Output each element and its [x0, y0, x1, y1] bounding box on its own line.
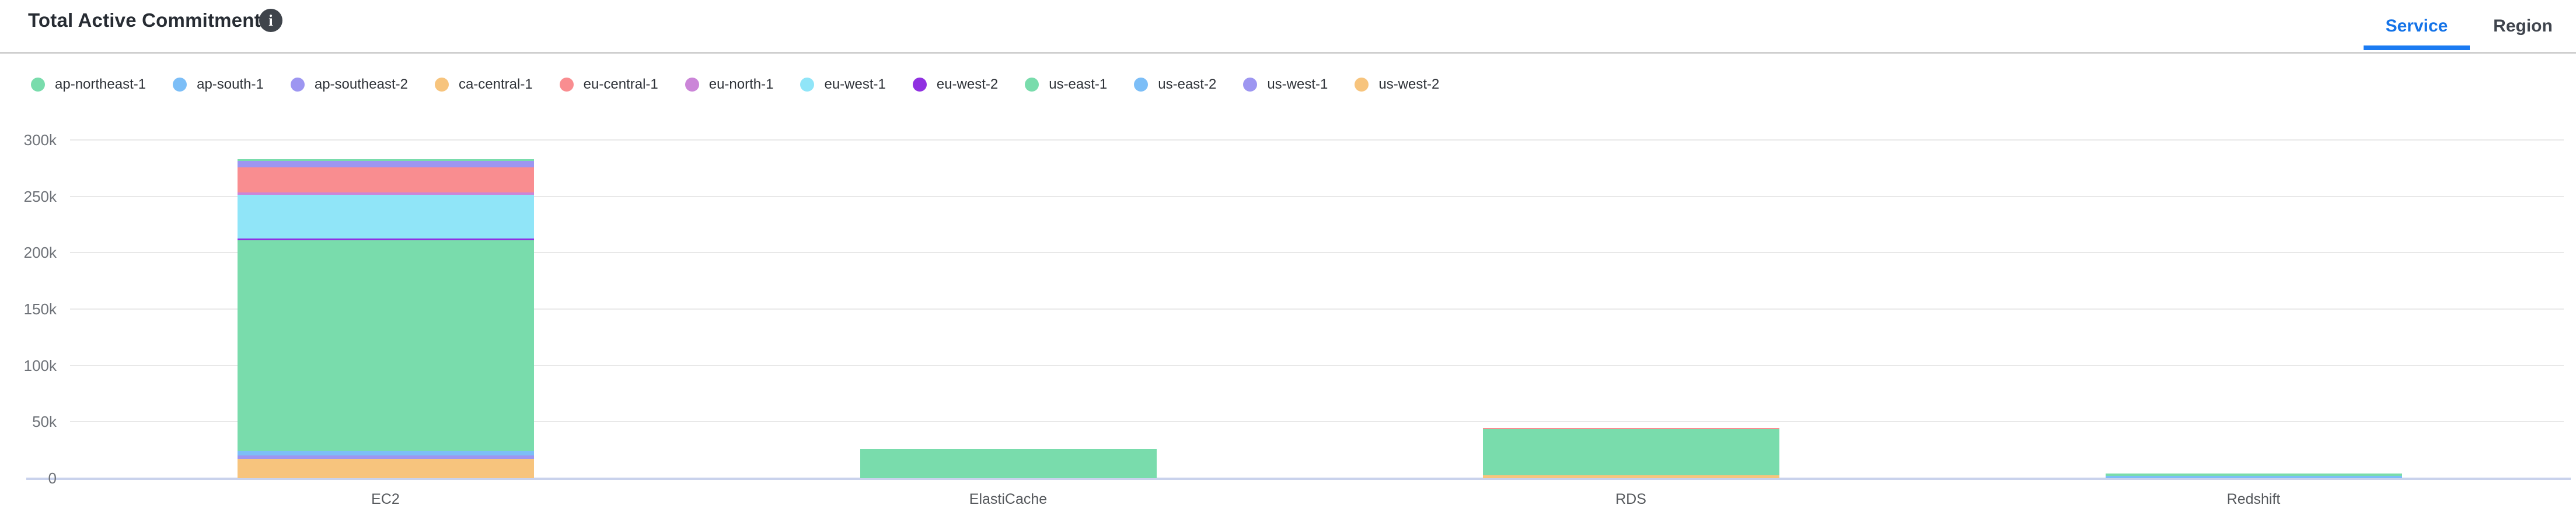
legend-label: eu-central-1	[583, 76, 658, 92]
legend-item-us-west-1[interactable]: us-west-1	[1243, 76, 1328, 93]
legend-dot-icon	[800, 78, 815, 92]
legend-dot-icon	[290, 78, 305, 92]
legend-label: us-west-2	[1378, 76, 1440, 92]
bar-segment-EC2-us-east-1[interactable]	[237, 240, 534, 451]
legend-dot-icon	[1355, 78, 1369, 92]
legend-item-us-east-2[interactable]: us-east-2	[1134, 76, 1216, 93]
gridline-250k	[70, 195, 2564, 197]
legend-item-ap-southeast-2[interactable]: ap-southeast-2	[290, 76, 408, 93]
legend-item-ca-central-1[interactable]: ca-central-1	[434, 76, 533, 93]
legend-dot-icon	[31, 78, 45, 92]
legend-item-eu-central-1[interactable]: eu-central-1	[559, 76, 658, 93]
y-tick-label-100k: 100k	[23, 356, 57, 374]
chart-legend: ap-northeast-1 ap-south-1 ap-southeast-2 ca…	[31, 76, 1466, 93]
widget-header: Total Active Commitments i Service Regio…	[0, 0, 2576, 54]
y-tick-label-300k: 300k	[23, 131, 57, 149]
bar-segment-EC2-eu-central-1[interactable]	[237, 167, 534, 193]
bar-segment-EC2-ap-northeast-1[interactable]	[237, 159, 534, 161]
bar-segment-RDS-us-west-2[interactable]	[1482, 475, 1779, 478]
legend-label: ap-northeast-1	[55, 76, 146, 92]
legend-item-eu-west-1[interactable]: eu-west-1	[800, 76, 886, 93]
bar-segment-EC2-eu-west-1[interactable]	[237, 195, 534, 239]
tab-region[interactable]: Region	[2493, 16, 2553, 36]
tab-service[interactable]: Service	[2364, 0, 2470, 52]
legend-dot-icon	[173, 78, 187, 92]
legend-label: eu-west-2	[936, 76, 999, 92]
bar-segment-ElastiCache-us-east-1[interactable]	[860, 448, 1157, 478]
x-axis-label-ElastiCache: ElastiCache	[969, 491, 1048, 507]
bar-segment-EC2-us-west-2[interactable]	[237, 459, 534, 478]
y-tick-label-0: 0	[48, 469, 57, 487]
legend-dot-icon	[1134, 78, 1149, 92]
y-tick-label-150k: 150k	[23, 300, 57, 318]
bar-segment-EC2-eu-north-1[interactable]	[237, 192, 534, 195]
y-tick-label-50k: 50k	[32, 413, 57, 431]
gridline-300k	[70, 139, 2564, 141]
x-axis-label-EC2: EC2	[371, 491, 400, 507]
bar-segment-EC2-eu-west-2[interactable]	[237, 239, 534, 241]
bar-segment-Redshift-us-east-1[interactable]	[2105, 474, 2402, 476]
bar-segment-EC2-ap-southeast-2[interactable]	[237, 160, 534, 167]
legend-dot-icon	[559, 78, 574, 92]
x-axis-baseline	[26, 478, 2571, 480]
legend-dot-icon	[1025, 78, 1039, 92]
legend-dot-icon	[434, 78, 449, 92]
legend-item-eu-west-2[interactable]: eu-west-2	[912, 76, 999, 93]
page-title: Total Active Commitments	[28, 9, 272, 31]
legend-item-us-west-2[interactable]: us-west-2	[1355, 76, 1439, 93]
legend-dot-icon	[1243, 78, 1258, 92]
gridline-200k	[70, 252, 2564, 254]
legend-label: ca-central-1	[458, 76, 533, 92]
bar-segment-RDS-us-east-1[interactable]	[1482, 429, 1779, 475]
legend-item-us-east-1[interactable]: us-east-1	[1025, 76, 1107, 93]
legend-label: eu-west-1	[824, 76, 886, 92]
bar-segment-EC2-us-west-1[interactable]	[237, 455, 534, 460]
bar-segment-RDS-eu-central-1[interactable]	[1482, 428, 1779, 430]
legend-dot-icon	[912, 78, 927, 92]
legend-label: us-east-1	[1049, 76, 1108, 92]
legend-label: ap-southeast-2	[314, 76, 408, 92]
y-tick-label-200k: 200k	[23, 244, 57, 262]
gridline-50k	[70, 421, 2564, 423]
x-axis-label-RDS: RDS	[1615, 491, 1646, 507]
legend-label: ap-south-1	[197, 76, 264, 92]
legend-item-ap-northeast-1[interactable]: ap-northeast-1	[31, 76, 146, 93]
legend-item-eu-north-1[interactable]: eu-north-1	[685, 76, 774, 93]
legend-label: us-east-2	[1158, 76, 1217, 92]
gridline-150k	[70, 308, 2564, 310]
info-icon[interactable]: i	[259, 9, 282, 32]
legend-item-ap-south-1[interactable]: ap-south-1	[173, 76, 264, 93]
y-tick-label-250k: 250k	[23, 187, 57, 205]
x-axis-label-Redshift: Redshift	[2226, 491, 2281, 507]
bar-segment-Redshift-us-east-2[interactable]	[2105, 475, 2402, 478]
legend-label: eu-north-1	[708, 76, 774, 92]
tab-group: Service Region	[2364, 0, 2576, 54]
bar-segment-EC2-us-east-2[interactable]	[237, 451, 534, 456]
legend-label: us-west-1	[1267, 76, 1328, 92]
gridline-100k	[70, 364, 2564, 366]
legend-dot-icon	[685, 78, 699, 92]
